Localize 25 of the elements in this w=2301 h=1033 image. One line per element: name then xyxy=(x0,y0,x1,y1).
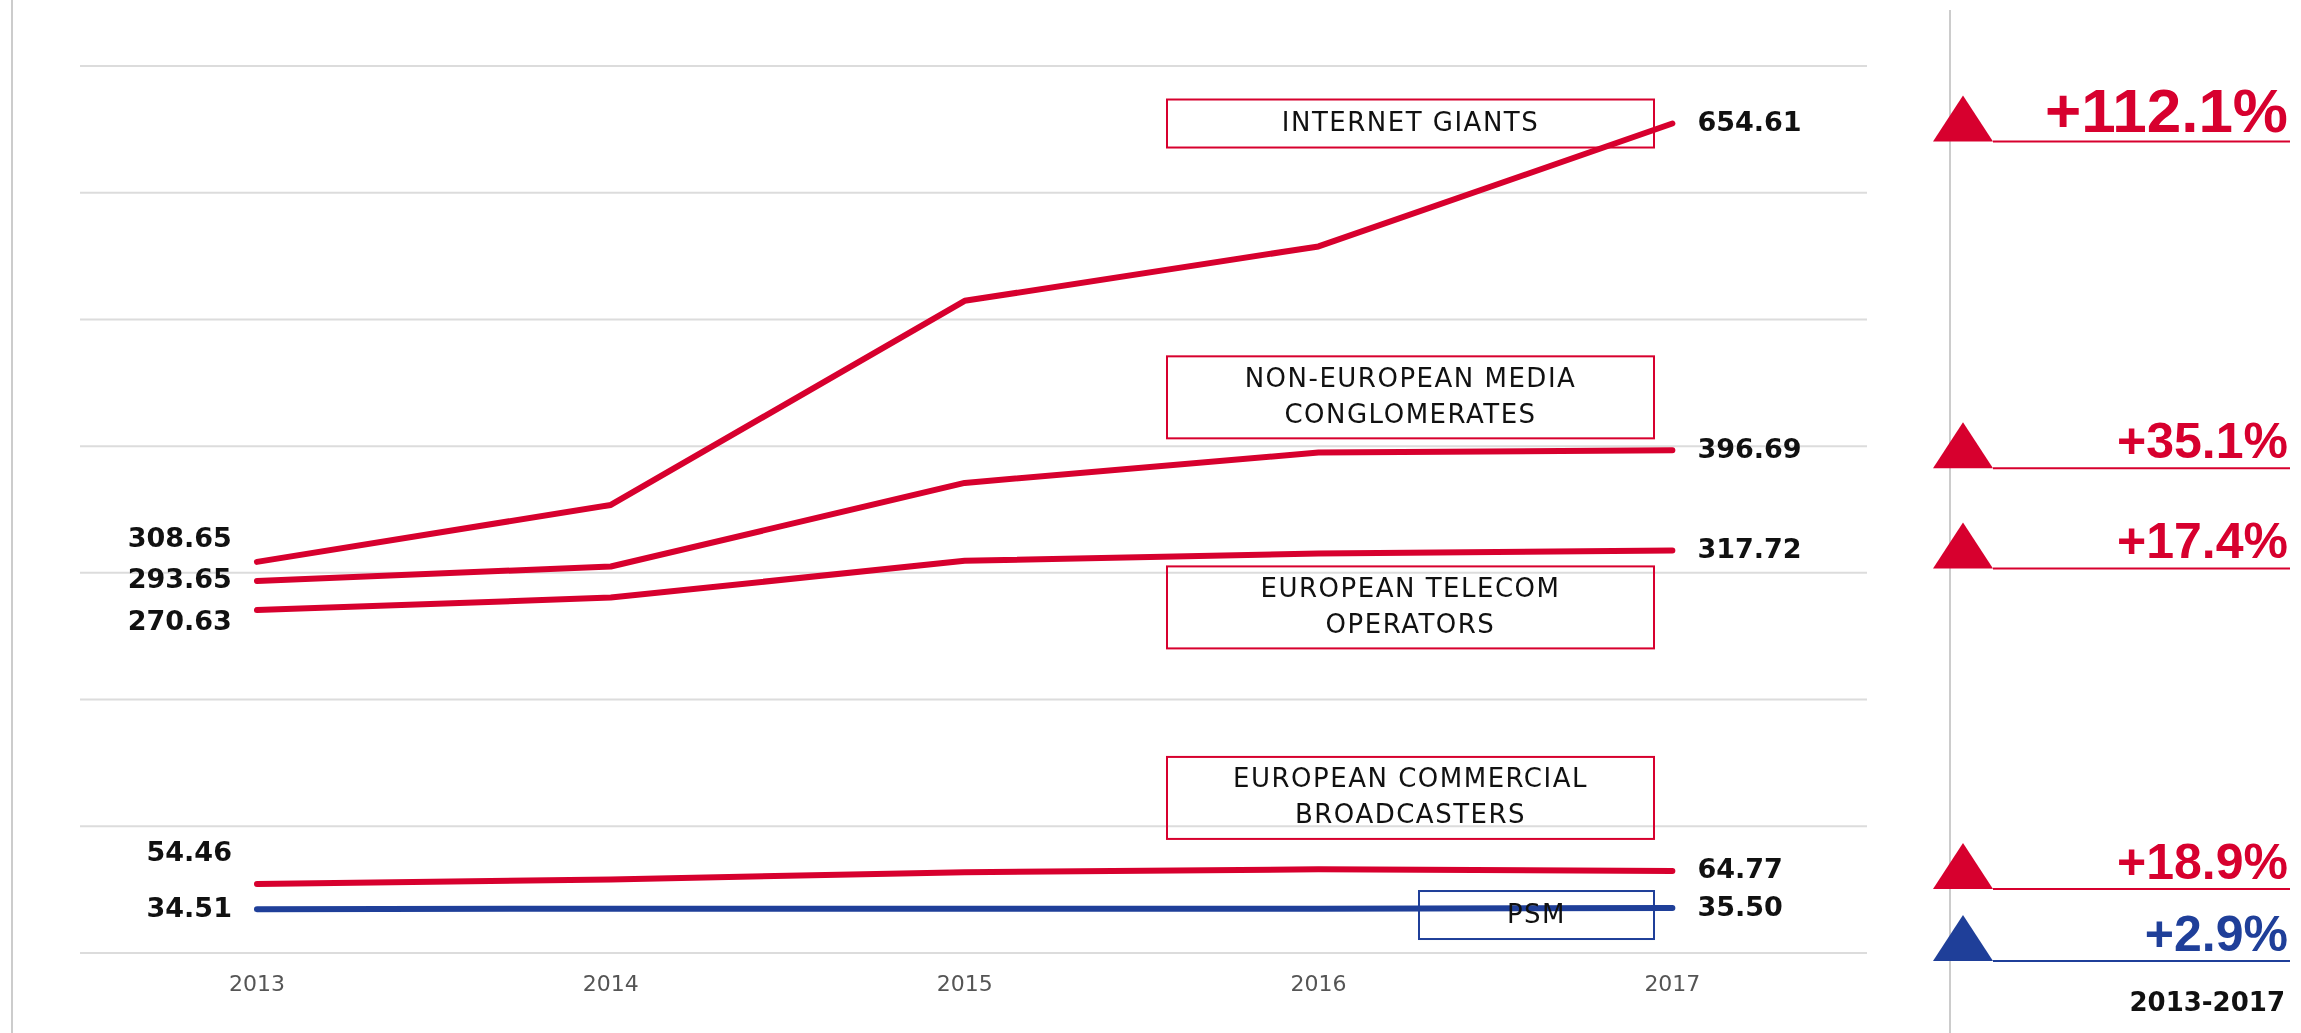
text: +2.9% xyxy=(2144,905,2288,962)
text: +112.1% xyxy=(2044,75,2288,145)
data-label: 317.72 xyxy=(1697,532,1802,564)
text: +18.9% xyxy=(2117,833,2288,890)
text: 2013-2017 xyxy=(2129,986,2285,1017)
series-label: EUROPEAN TELECOM OPERATORS xyxy=(1260,572,1561,639)
x-tick-label: 2014 xyxy=(582,971,639,996)
data-label: 34.51 xyxy=(146,891,232,923)
series-label: NON-EUROPEAN MEDIA CONGLOMERATES xyxy=(1244,362,1577,429)
data-label: 64.77 xyxy=(1697,853,1783,885)
data-label: 54.46 xyxy=(146,836,232,868)
data-label: 654.61 xyxy=(1697,106,1802,138)
series-label: EUROPEAN COMMERCIAL BROADCASTERS xyxy=(1233,763,1588,830)
x-tick-label: 2013 xyxy=(228,971,285,996)
data-label: 308.65 xyxy=(127,522,232,554)
text: +35.1% xyxy=(2117,413,2288,470)
x-tick-label: 2017 xyxy=(1644,971,1701,996)
series-label: INTERNET GIANTS xyxy=(1281,107,1540,138)
data-label: 35.50 xyxy=(1697,890,1783,922)
x-tick-label: 2015 xyxy=(936,971,993,996)
data-label: 396.69 xyxy=(1697,432,1802,464)
text: +17.4% xyxy=(2117,513,2288,570)
data-label: 293.65 xyxy=(127,563,232,595)
data-label: 270.63 xyxy=(127,604,232,636)
x-tick-label: 2016 xyxy=(1290,971,1347,996)
